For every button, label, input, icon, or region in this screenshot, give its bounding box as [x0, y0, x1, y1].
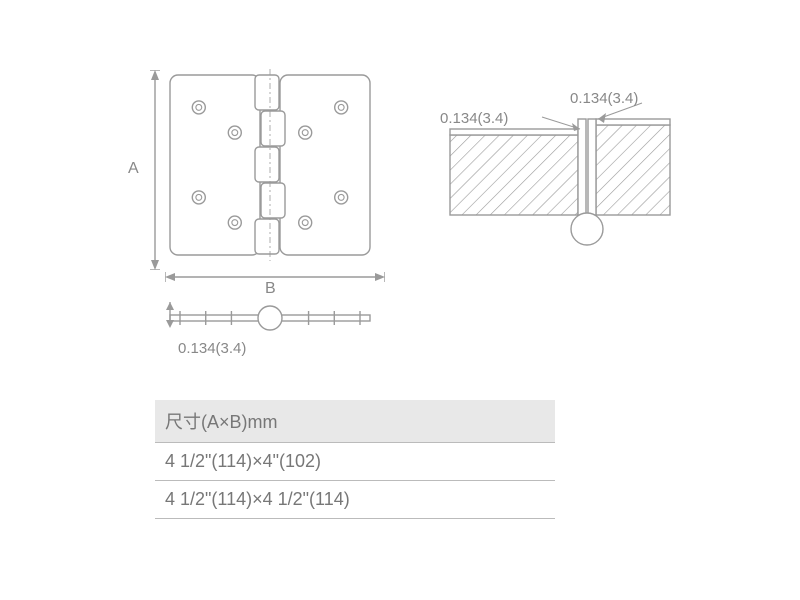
table-row: 4 1/2"(114)×4"(102): [155, 443, 555, 481]
dimensions-table: 尺寸(A×B)mm 4 1/2"(114)×4"(102) 4 1/2"(114…: [155, 400, 555, 519]
dimension-label-b: B: [265, 280, 276, 298]
table-row: 4 1/2"(114)×4 1/2"(114): [155, 481, 555, 519]
table-header: 尺寸(A×B)mm: [155, 400, 555, 443]
dimension-line-a: [140, 70, 170, 270]
dimension-line-thickness: [158, 300, 188, 340]
dimension-label-cross2: 0.134(3.4): [570, 90, 638, 107]
dimension-label-cross1: 0.134(3.4): [440, 110, 508, 127]
dimension-label-thickness: 0.134(3.4): [178, 340, 246, 357]
dimension-label-a: A: [128, 160, 139, 178]
diagram-canvas: A B 0.134(3.4) 0.134(3.4) 0.134(3.4) 尺寸(…: [0, 0, 800, 600]
